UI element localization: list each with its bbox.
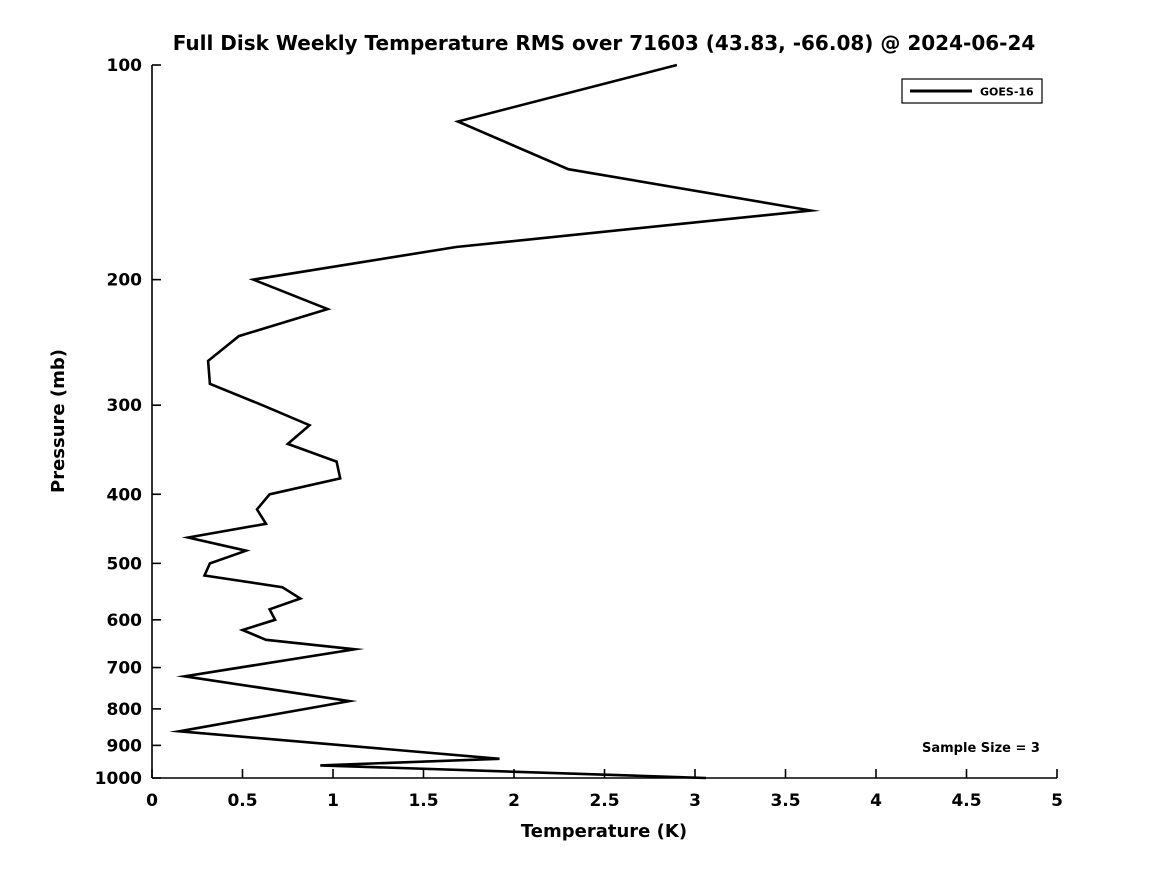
x-tick-label: 3: [689, 791, 701, 811]
legend-label: GOES-16: [980, 86, 1034, 99]
y-tick-label: 400: [107, 485, 143, 505]
x-tick-label: 2: [508, 791, 520, 811]
x-tick-label: 1.5: [408, 791, 438, 811]
y-axis-ticks: 100 200 300 400 500 600 700 800 900 1000: [95, 56, 161, 789]
x-tick-label: 3.5: [770, 791, 800, 811]
chart-title: Full Disk Weekly Temperature RMS over 71…: [173, 31, 1036, 55]
y-tick-label: 600: [107, 611, 143, 631]
x-tick-label: 1: [327, 791, 339, 811]
y-tick-label: 800: [107, 700, 143, 720]
x-axis-label: Temperature (K): [521, 821, 687, 842]
y-tick-label: 100: [107, 56, 143, 76]
x-tick-label: 4.5: [951, 791, 981, 811]
x-tick-label: 2.5: [589, 791, 619, 811]
x-tick-label: 4: [870, 791, 882, 811]
x-tick-label: 0: [146, 791, 158, 811]
annotation-sample-size: Sample Size = 3: [922, 741, 1040, 756]
y-tick-label: 200: [107, 271, 143, 291]
y-axis-label: Pressure (mb): [48, 349, 69, 493]
y-tick-label: 500: [107, 554, 143, 574]
y-tick-label: 900: [107, 736, 143, 756]
axes-frame: [151, 65, 1057, 779]
data-line-goes16: [169, 63, 821, 780]
x-tick-label: 0.5: [227, 791, 257, 811]
y-tick-label: 1000: [95, 769, 142, 789]
x-tick-label: 5: [1051, 791, 1063, 811]
x-axis-ticks: 0 0.5 1 1.5 2 2.5 3 3.5 4 4.5 5: [146, 769, 1063, 811]
y-tick-label: 700: [107, 659, 143, 679]
y-tick-label: 300: [107, 396, 143, 416]
legend: GOES-16: [901, 78, 1043, 104]
